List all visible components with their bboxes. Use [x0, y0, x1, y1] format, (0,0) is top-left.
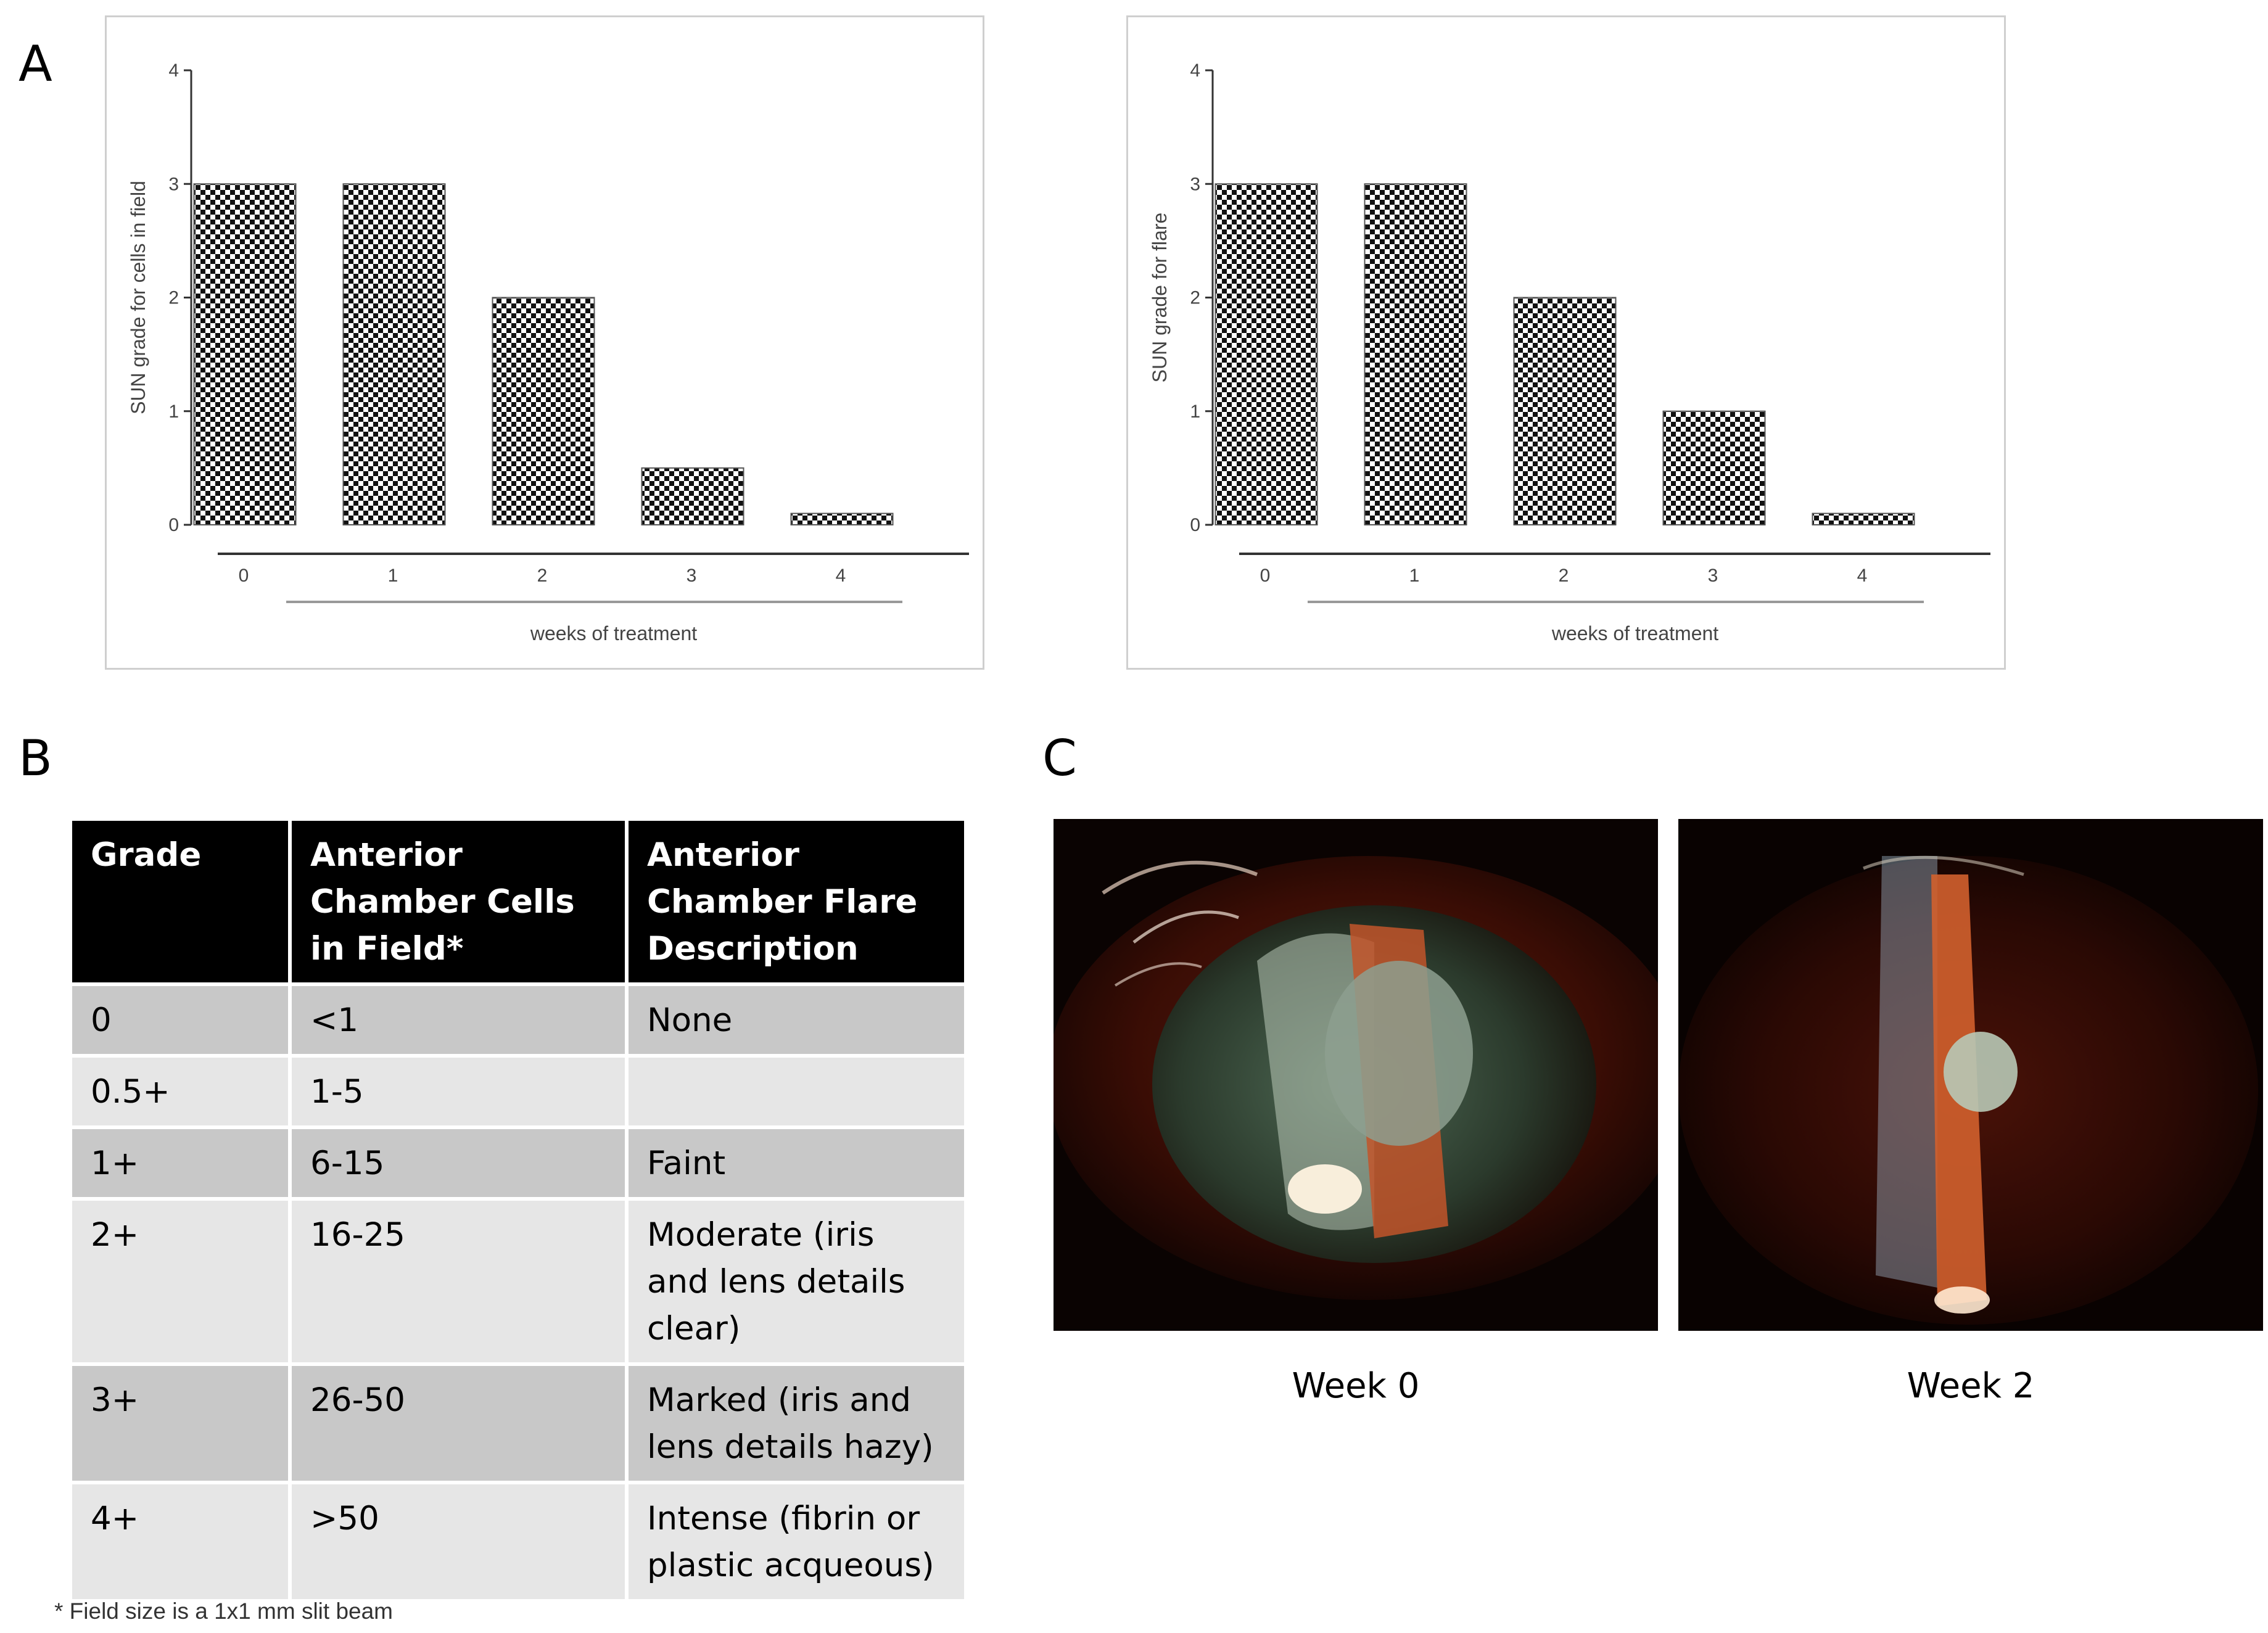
bar-week-0: [193, 183, 297, 525]
y-tick-label: 2: [1190, 288, 1200, 308]
cell-grade: 1+: [68, 1125, 292, 1201]
table-row: 0 <1 None: [68, 982, 968, 1058]
y-tick-label: 4: [168, 60, 179, 81]
x-tick-label: 0: [239, 566, 249, 586]
panel-label-a: A: [19, 35, 52, 93]
photo-caption-week-2: Week 2: [1907, 1366, 2035, 1406]
cell-grade: 0.5+: [68, 1054, 292, 1129]
table-footnote: * Field size is a 1x1 mm slit beam: [54, 1598, 394, 1624]
x-tick-label: 3: [1708, 566, 1718, 586]
bar-week-3: [1662, 410, 1766, 525]
table-row: 0.5+ 1-5: [68, 1054, 968, 1129]
cell-cells: 16-25: [288, 1197, 629, 1366]
panel-label-c: C: [1042, 730, 1077, 787]
cell-grade: 2+: [68, 1197, 292, 1366]
header-flare: Anterior Chamber Flare Description: [625, 817, 968, 986]
cell-grade: 0: [68, 982, 292, 1058]
table-header-row: Grade Anterior Chamber Cells in Field* A…: [68, 817, 968, 986]
slit-lamp-eye-photo-icon: [1678, 819, 2263, 1331]
y-tick-label: 1: [1190, 401, 1200, 422]
x-tick-label: 2: [1559, 566, 1569, 586]
x-tick-label: 0: [1260, 566, 1271, 586]
header-grade: Grade: [68, 817, 292, 986]
photo-caption-week-0: Week 0: [1292, 1366, 1420, 1406]
cell-flare: None: [625, 982, 968, 1058]
cell-cells: 6-15: [288, 1125, 629, 1201]
chart-flare-svg: 0 1 2 3 4 SUN grade for flare 0 1 2 3 4 weeks of tr…: [1148, 60, 1990, 644]
x-tick-label: 3: [687, 566, 697, 586]
x-axis-label: weeks of treatment: [530, 622, 697, 644]
x-tick-label: 4: [836, 566, 846, 586]
bar-week-0: [1214, 183, 1318, 525]
cell-cells: 1-5: [288, 1054, 629, 1129]
x-tick-label: 4: [1857, 566, 1868, 586]
cell-cells: 26-50: [288, 1362, 629, 1484]
chart-cells-in-field: 0 1 2 3 4 SUN grade for cells in field 0 1 2 3 4 we…: [105, 15, 984, 670]
x-axis-label: weeks of treatment: [1551, 622, 1718, 644]
bar-week-3: [641, 467, 744, 525]
x-tick-label: 1: [1409, 566, 1420, 586]
eye-photo-week-2: [1678, 819, 2263, 1331]
cell-cells: <1: [288, 982, 629, 1058]
y-tick-label: 0: [1190, 515, 1200, 535]
y-tick-label: 3: [1190, 174, 1200, 194]
chart-cells-svg: 0 1 2 3 4 SUN grade for cells in field 0 1 2 3 4 we…: [127, 60, 969, 644]
table-row: 3+ 26-50 Marked (iris and lens details h…: [68, 1362, 968, 1484]
cell-grade: 4+: [68, 1481, 292, 1603]
y-tick-label: 1: [168, 401, 179, 422]
eye-photo-week-0: [1054, 819, 1658, 1331]
header-cells: Anterior Chamber Cells in Field*: [288, 817, 629, 986]
x-tick-label: 1: [388, 566, 398, 586]
table-row: 2+ 16-25 Moderate (iris and lens details…: [68, 1197, 968, 1366]
y-axis-label: SUN grade for cells in field: [127, 181, 149, 414]
cell-grade: 3+: [68, 1362, 292, 1484]
bar-week-1: [1364, 183, 1467, 525]
bar-week-2: [1513, 297, 1617, 525]
cell-flare: Faint: [625, 1125, 968, 1201]
slit-lamp-eye-photo-icon: [1054, 819, 1658, 1331]
y-axis-label: SUN grade for flare: [1148, 213, 1171, 383]
table-row: 4+ >50 Intense (fibrin or plastic acqueo…: [68, 1481, 968, 1603]
sun-grading-table: Grade Anterior Chamber Cells in Field* A…: [68, 817, 968, 1603]
bar-week-2: [492, 297, 595, 525]
y-tick-label: 2: [168, 288, 179, 308]
x-tick-label: 2: [537, 566, 548, 586]
y-tick-label: 3: [168, 174, 179, 194]
y-tick-label: 4: [1190, 60, 1200, 81]
bar-week-4: [1812, 512, 1915, 526]
y-tick-label: 0: [168, 515, 179, 535]
cell-flare: Intense (fibrin or plastic acqueous): [625, 1481, 968, 1603]
cell-flare: Marked (iris and lens details hazy): [625, 1362, 968, 1484]
cell-flare: [625, 1054, 968, 1129]
table-row: 1+ 6-15 Faint: [68, 1125, 968, 1201]
panel-label-b: B: [19, 730, 52, 787]
bar-week-4: [790, 512, 894, 526]
bar-week-1: [342, 183, 446, 525]
cell-flare: Moderate (iris and lens details clear): [625, 1197, 968, 1366]
cell-cells: >50: [288, 1481, 629, 1603]
chart-flare: 0 1 2 3 4 SUN grade for flare 0 1 2 3 4 weeks of tr…: [1126, 15, 2006, 670]
